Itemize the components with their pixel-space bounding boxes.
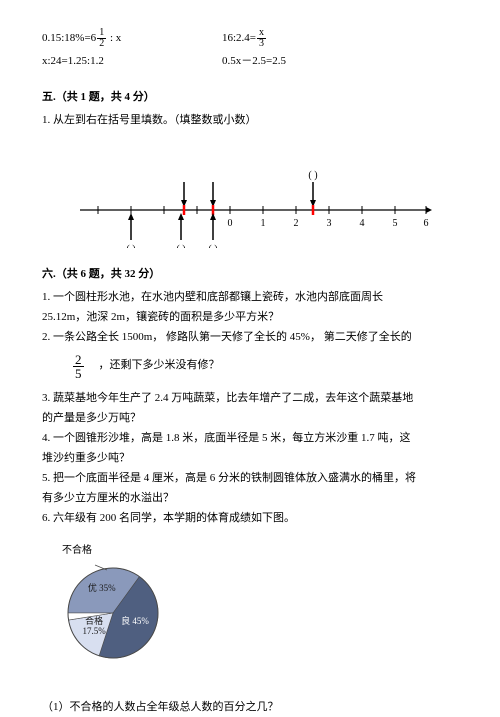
svg-text:4: 4 — [360, 218, 365, 229]
svg-text:6: 6 — [424, 218, 429, 229]
eq-1-right: 16:2.4=x3 — [222, 28, 267, 49]
svg-text:5: 5 — [393, 218, 398, 229]
q6-4-l2: 堆沙约重多少吨？ — [42, 450, 458, 467]
q6-5-l1: 5. 把一个底面半径是 4 厘米，高是 6 分米的铁制圆锥体放入盛满水的桶里，将 — [42, 470, 458, 487]
equation-row-2: x:24=1.25:1.2 0.5x－2.5=2.5 — [42, 53, 458, 71]
q6-6-sub1: （1）不合格的人数占全年级总人数的百分之几？ — [42, 699, 458, 717]
section-5-title: 五.（共 1 题，共 4 分） — [42, 89, 458, 107]
svg-text:17.5%: 17.5% — [83, 626, 107, 636]
q6-1-l2: 25.12m，池深 2m，镶瓷砖的面积是多少平方米？ — [42, 309, 458, 326]
q6-2-l1: 2. 一条公路全长 1500m， 修路队第一天修了全长的 45%， 第二天修了全… — [42, 329, 458, 346]
number-line-figure: 0 1 2 3 4 5 6 ( ) ( ) ( ) ( ) — [54, 148, 434, 248]
svg-text:0: 0 — [228, 218, 233, 229]
q6-3-l2: 的产量是多少万吨？ — [42, 410, 458, 427]
q6-6: 6. 六年级有 200 名同学，本学期的体育成绩如下图。 — [42, 510, 458, 527]
eq-2-right: 0.5x－2.5=2.5 — [222, 53, 286, 71]
section-6-title: 六.（共 6 题，共 32 分） — [42, 266, 458, 284]
pie-label-top: 不合格 — [62, 543, 458, 559]
svg-text:( ): ( ) — [208, 244, 217, 248]
section-5-q1: 1. 从左到右在括号里填数。（填整数或小数） — [42, 112, 458, 130]
eq-2-left: x:24=1.25:1.2 — [42, 53, 222, 71]
svg-text:( ): ( ) — [126, 244, 135, 248]
q6-1-l1: 1. 一个圆柱形水池，在水池内壁和底部都镶上瓷砖，水池内部底面周长 — [42, 289, 458, 306]
q6-2-frac-line: 25 ，还剩下多少米没有修？ — [72, 353, 458, 380]
q6-2-after: ，还剩下多少米没有修？ — [99, 357, 220, 375]
q6-3-l1: 3. 蔬菜基地今年生产了 2.4 万吨蔬菜，比去年增产了二成，去年这个蔬菜基地 — [42, 390, 458, 407]
svg-text:( ): ( ) — [176, 244, 185, 248]
eq-1-left: 0.15:18%=612 : x — [42, 28, 222, 49]
svg-text:优 35%: 优 35% — [88, 582, 116, 593]
q6-4-l1: 4. 一个圆锥形沙堆，高是 1.8 米，底面半径是 5 米，每立方米沙重 1.7… — [42, 430, 458, 447]
q6-5-l2: 有多少立方厘米的水溢出？ — [42, 490, 458, 507]
svg-text:( ): ( ) — [308, 170, 317, 181]
equation-row-1: 0.15:18%=612 : x 16:2.4=x3 — [42, 28, 458, 49]
svg-text:2: 2 — [294, 218, 299, 229]
svg-text:1: 1 — [261, 218, 266, 229]
svg-text:良 45%: 良 45% — [121, 615, 149, 626]
pie-chart-figure: 不合格 优 35%良 45%合格17.5% — [58, 543, 458, 678]
svg-text:3: 3 — [327, 218, 332, 229]
